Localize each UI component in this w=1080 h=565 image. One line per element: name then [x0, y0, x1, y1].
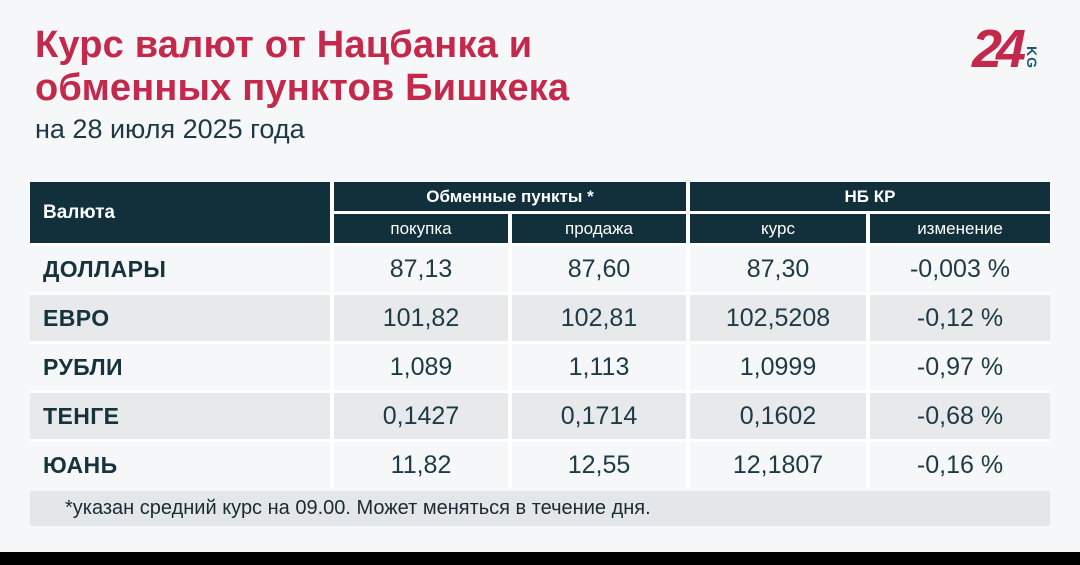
bottom-black-bar — [0, 552, 1080, 565]
row-euro-change: -0,12 % — [870, 295, 1050, 341]
row-tenge-buy: 0,1427 — [334, 393, 508, 439]
header-group-exchange-offices: Обменные пункты * — [334, 182, 686, 211]
footnote-bar: *указан средний курс на 09.00. Может мен… — [30, 491, 1050, 526]
row-dollars-buy: 87,13 — [334, 246, 508, 292]
row-tenge-sell: 0,1714 — [512, 393, 686, 439]
row-dollars-currency: ДОЛЛАРЫ — [30, 246, 330, 292]
row-euro-buy: 101,82 — [334, 295, 508, 341]
row-dollars-rate: 87,30 — [690, 246, 866, 292]
row-yuan-sell: 12,55 — [512, 442, 686, 488]
footnote-text: *указан средний курс на 09.00. Может мен… — [65, 497, 651, 519]
row-dollars-change: -0,003 % — [870, 246, 1050, 292]
header-sub-change: изменение — [870, 214, 1050, 243]
header-sub-rate: курс — [690, 214, 866, 243]
row-tenge-currency: ТЕНГЕ — [30, 393, 330, 439]
logo-24-mark: 24 — [972, 19, 1026, 79]
date-subtitle: на 28 июля 2025 года — [35, 114, 305, 144]
row-tenge-rate: 0,1602 — [690, 393, 866, 439]
page-title-line2: обменных пунктов Бишкека — [35, 67, 570, 109]
currency-rates-table: Валюта Обменные пункты * НБ КР покупка п… — [30, 182, 1050, 488]
row-euro-sell: 102,81 — [512, 295, 686, 341]
row-euro-rate: 102,5208 — [690, 295, 866, 341]
row-tenge-change: -0,68 % — [870, 393, 1050, 439]
row-euro-currency: ЕВРО — [30, 295, 330, 341]
row-dollars-sell: 87,60 — [512, 246, 686, 292]
header-group-nbkr: НБ КР — [690, 182, 1050, 211]
page-title-line1: Курс валют от Нацбанка и — [35, 24, 533, 66]
row-yuan-rate: 12,1807 — [690, 442, 866, 488]
row-rubles-buy: 1,089 — [334, 344, 508, 390]
header-currency: Валюта — [30, 182, 330, 243]
row-yuan-change: -0,16 % — [870, 442, 1050, 488]
header-sub-buy: покупка — [334, 214, 508, 243]
row-yuan-buy: 11,82 — [334, 442, 508, 488]
row-rubles-currency: РУБЛИ — [30, 344, 330, 390]
row-rubles-sell: 1,113 — [512, 344, 686, 390]
row-rubles-change: -0,97 % — [870, 344, 1050, 390]
header-sub-sell: продажа — [512, 214, 686, 243]
row-rubles-rate: 1,0999 — [690, 344, 866, 390]
logo-kg-label: KG — [1024, 46, 1041, 69]
row-yuan-currency: ЮАНЬ — [30, 442, 330, 488]
brand-logo-24kg: 24 KG — [972, 19, 1041, 79]
page-title: Курс валют от Нацбанка и обменных пункто… — [35, 24, 569, 110]
